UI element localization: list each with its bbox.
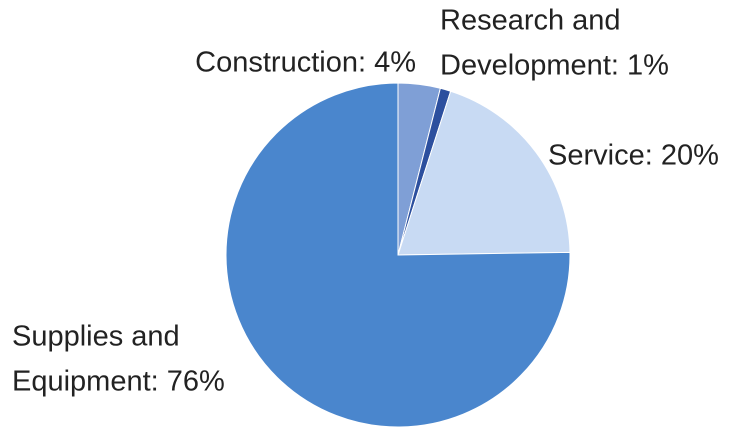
pie-slice: [225, 82, 571, 428]
pie-slice: [397, 90, 571, 256]
slice-label: Equipment: 76%: [12, 366, 225, 398]
slice-label: Research and: [440, 5, 621, 37]
slice-label: Service: 20%: [548, 140, 719, 172]
slice-label: Development: 1%: [440, 50, 669, 82]
slice-label: Construction: 4%: [195, 47, 416, 79]
slice-label: Supplies and: [12, 321, 180, 353]
